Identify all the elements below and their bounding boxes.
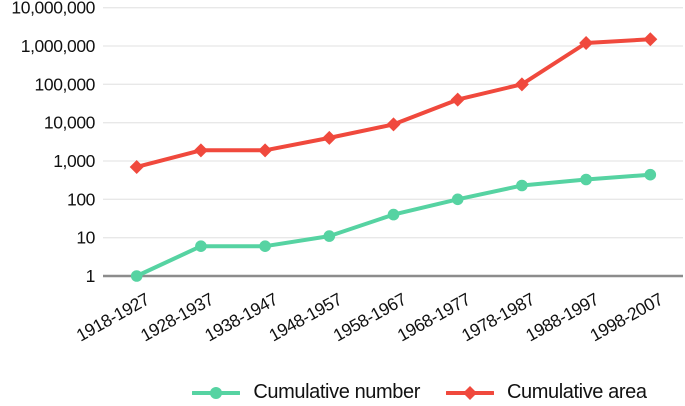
y-axis-tick-label: 1,000 [53,151,95,171]
data-point-cumulative-number [516,179,528,192]
data-point-cumulative-area [579,35,594,50]
y-axis-tick-label: 10,000,000 [11,0,95,18]
chart-legend: Cumulative number Cumulative area [77,381,685,404]
y-axis-tick-label: 10,000 [44,113,96,133]
data-point-cumulative-number [644,168,657,181]
x-axis-tick-label: 1958-1967 [330,289,410,345]
data-point-cumulative-number [580,173,592,186]
x-axis-tick-label: 1998-2007 [586,289,666,345]
data-point-cumulative-area [386,117,401,132]
data-point-cumulative-area [129,159,144,174]
data-point-cumulative-number [387,208,400,221]
data-point-cumulative-area [514,77,529,92]
data-point-cumulative-area [193,143,208,158]
y-axis-tick-label: 10 [76,228,95,248]
data-point-cumulative-area [322,130,337,145]
data-point-cumulative-number [259,240,271,252]
legend-label-cumulative-area: Cumulative area [506,381,647,403]
y-axis-tick-label: 1 [86,266,95,286]
y-axis-tick-label: 100,000 [35,74,96,94]
data-point-cumulative-area [450,92,465,107]
diamond-marker-icon [445,385,494,400]
series-line-cumulative-area [134,37,653,169]
data-point-cumulative-number [130,270,143,282]
data-point-cumulative-number [451,193,464,206]
circle-marker-icon [192,386,241,399]
x-axis-tick-label: 1968-1977 [394,289,474,345]
data-point-cumulative-number [323,230,336,242]
legend-item-cumulative-area: Cumulative area [445,381,647,404]
data-point-cumulative-area [258,143,273,158]
x-axis-tick-label: 1928-1937 [137,289,217,345]
data-point-cumulative-area [643,32,658,47]
x-axis-tick-label: 1978-1987 [458,289,538,345]
y-axis-tick-label: 100 [67,189,96,209]
x-axis-tick-label: 1938-1947 [201,289,281,345]
line-chart-canvas: 1 10 100 1,000 10,000 100,000 1,000,000 10,000,… [11,0,683,345]
series-line-cumulative-number [134,172,653,278]
y-axis-tick-label: 1,000,000 [21,36,96,56]
x-axis-tick-label: 1948-1957 [265,289,345,345]
x-axis-tick-label: 1988-1997 [522,289,602,345]
legend-label-cumulative-number: Cumulative number [253,381,420,403]
data-point-cumulative-number [195,240,207,252]
legend-item-cumulative-number: Cumulative number [192,381,420,404]
x-axis-tick-label: 1918-1927 [73,289,153,345]
